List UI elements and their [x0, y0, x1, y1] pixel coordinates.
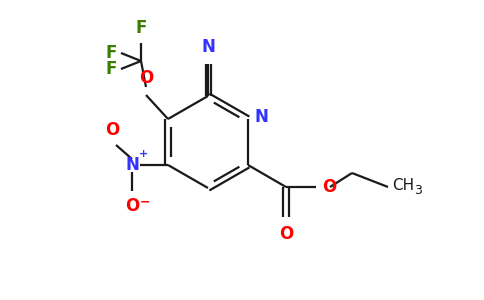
- Text: O: O: [105, 121, 119, 139]
- Text: F: F: [106, 60, 117, 78]
- Text: O: O: [322, 178, 336, 196]
- Text: −: −: [140, 195, 151, 208]
- Text: CH: CH: [392, 178, 414, 193]
- Text: N: N: [201, 38, 215, 56]
- Text: O: O: [279, 225, 293, 243]
- Text: F: F: [106, 44, 117, 62]
- Text: N: N: [125, 156, 139, 174]
- Text: O: O: [139, 69, 153, 87]
- Text: N: N: [255, 108, 269, 126]
- Text: +: +: [139, 149, 148, 159]
- Text: 3: 3: [414, 184, 422, 196]
- Text: O: O: [125, 197, 139, 215]
- Text: F: F: [136, 19, 147, 37]
